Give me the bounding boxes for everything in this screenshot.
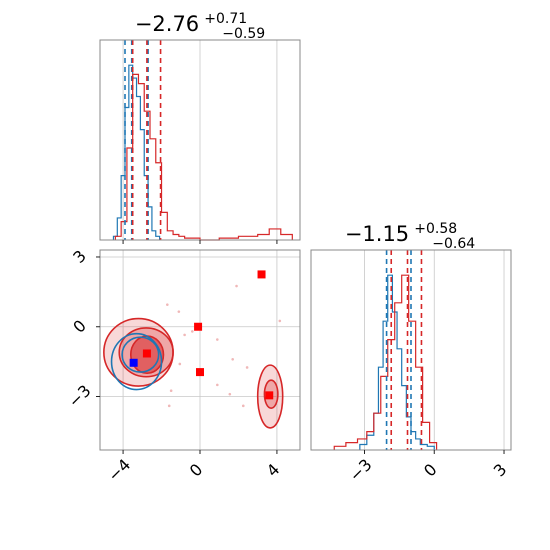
joint-scatter-point bbox=[169, 389, 173, 392]
joint-scatter-point bbox=[216, 383, 219, 387]
joint-marker-series-1 bbox=[142, 349, 151, 358]
param2-title-sup: +0.58 bbox=[414, 221, 457, 237]
param1-quantile-lines bbox=[124, 40, 162, 240]
joint-scatter-point bbox=[235, 284, 238, 288]
joint-y-tick-label: 3 bbox=[69, 246, 90, 267]
param2-frame bbox=[310, 249, 512, 451]
param1-marginal-panel: −2.76 +0.71 −0.59 bbox=[99, 8, 301, 244]
joint-scatter-point bbox=[166, 303, 169, 306]
joint-scatter bbox=[166, 284, 282, 408]
joint-scatter-point bbox=[241, 404, 245, 408]
param2-grid bbox=[364, 250, 505, 450]
joint-scatter-point bbox=[177, 310, 181, 313]
joint-marker-series-1 bbox=[257, 270, 266, 279]
joint-scatter-point bbox=[167, 404, 171, 408]
joint-x-tick-label: −4 bbox=[104, 455, 134, 485]
param1-histogram-series-1 bbox=[114, 73, 293, 241]
param2-x-tick-label: 0 bbox=[420, 460, 441, 481]
joint-x-tick-label: 0 bbox=[186, 460, 207, 481]
param2-x-tick-label: −3 bbox=[346, 455, 376, 485]
joint-marker-series-1 bbox=[265, 391, 274, 400]
param2-x-tick-label: 3 bbox=[490, 460, 511, 481]
param2-series bbox=[333, 274, 438, 450]
joint-contour-inner-series-0 bbox=[121, 336, 160, 373]
joint-scatter-point bbox=[278, 319, 282, 323]
param1-grid bbox=[122, 40, 278, 240]
param1-title-main: −2.76 bbox=[135, 12, 199, 36]
joint-y-tick-label: −3 bbox=[65, 381, 95, 411]
param2-title: −1.15 +0.58 −0.64 bbox=[345, 218, 475, 252]
param2-quantile-lines bbox=[385, 250, 423, 450]
joint-x-tick-label: 4 bbox=[263, 460, 284, 481]
param2-histogram-series-0 bbox=[359, 274, 435, 450]
param1-title-sub: −0.59 bbox=[222, 26, 265, 42]
joint-scatter-point bbox=[228, 392, 232, 396]
param1-title: −2.76 +0.71 −0.59 bbox=[135, 8, 265, 42]
joint-panel: −4 0 4 3 0 −3 bbox=[65, 246, 301, 485]
joint-scatter-point bbox=[245, 366, 249, 369]
joint-scatter-point bbox=[216, 338, 219, 341]
joint-scatter-point bbox=[183, 333, 186, 337]
joint-marker-series-0 bbox=[129, 358, 138, 367]
joint-contour-outer-series-0 bbox=[110, 332, 163, 391]
param2-title-sub: −0.64 bbox=[432, 236, 475, 252]
joint-ticks: −4 0 4 3 0 −3 bbox=[65, 246, 284, 485]
joint-markers bbox=[129, 270, 274, 400]
joint-marker-series-1 bbox=[196, 368, 204, 377]
joint-scatter-point bbox=[191, 330, 194, 333]
param1-series bbox=[112, 64, 293, 241]
joint-scatter-point bbox=[178, 362, 182, 366]
param1-title-sup: +0.71 bbox=[204, 11, 247, 27]
param1-ticks bbox=[122, 240, 278, 244]
param2-marginal-panel: −3 0 3 −1.15 +0.58 −0.64 bbox=[310, 218, 512, 485]
param1-histogram-series-0 bbox=[112, 64, 161, 240]
joint-marker-series-1 bbox=[194, 322, 203, 331]
param2-histogram-series-1 bbox=[333, 274, 438, 450]
param2-title-main: −1.15 bbox=[345, 222, 409, 246]
joint-y-tick-label: 0 bbox=[69, 316, 90, 337]
joint-scatter-point bbox=[231, 358, 234, 361]
param2-ticks: −3 0 3 bbox=[346, 450, 511, 485]
joint-contours bbox=[103, 317, 284, 429]
